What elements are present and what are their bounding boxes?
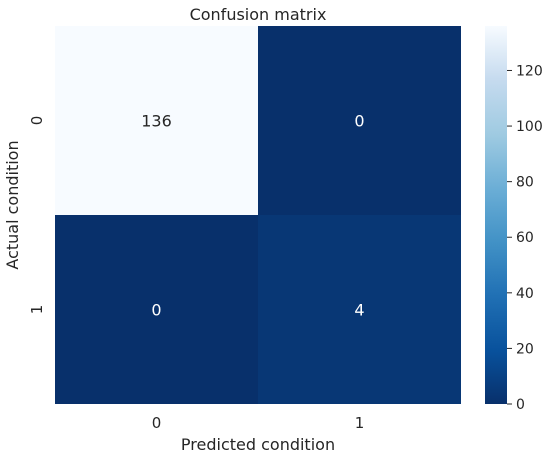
colorbar-tick-label: 80 <box>516 175 534 191</box>
colorbar-tick-label: 40 <box>516 286 534 302</box>
colorbar-tick-label: 60 <box>516 230 534 246</box>
heatmap-cell <box>258 215 461 404</box>
chart-title: Confusion matrix <box>190 5 327 24</box>
cell-value-label: 4 <box>354 301 364 320</box>
colorbar-tick-label: 100 <box>516 119 543 135</box>
colorbar-tick-label: 0 <box>516 397 525 413</box>
heatmap-cell <box>55 26 258 215</box>
heatmap-cell <box>258 26 461 215</box>
y-tick-label: 1 <box>28 305 46 315</box>
cell-value-label: 0 <box>354 112 364 131</box>
x-tick-label: 1 <box>355 414 365 432</box>
colorbar <box>485 26 507 404</box>
colorbar-tick-label: 120 <box>516 63 543 79</box>
colorbar-tick-label: 20 <box>516 341 534 357</box>
y-tick-labels: 01 <box>28 116 46 315</box>
heatmap-cell <box>55 215 258 404</box>
x-tick-label: 0 <box>152 414 162 432</box>
colorbar-ticks: 0 20 40 60 80 100 120 <box>507 63 543 413</box>
heatmap-cells: 136 0 0 4 <box>55 26 461 404</box>
y-tick-label: 0 <box>28 116 46 126</box>
y-axis-label: Actual condition <box>3 140 22 269</box>
x-axis-label: Predicted condition <box>181 435 335 454</box>
cell-value-label: 0 <box>151 301 161 320</box>
cell-value-label: 136 <box>141 112 172 131</box>
